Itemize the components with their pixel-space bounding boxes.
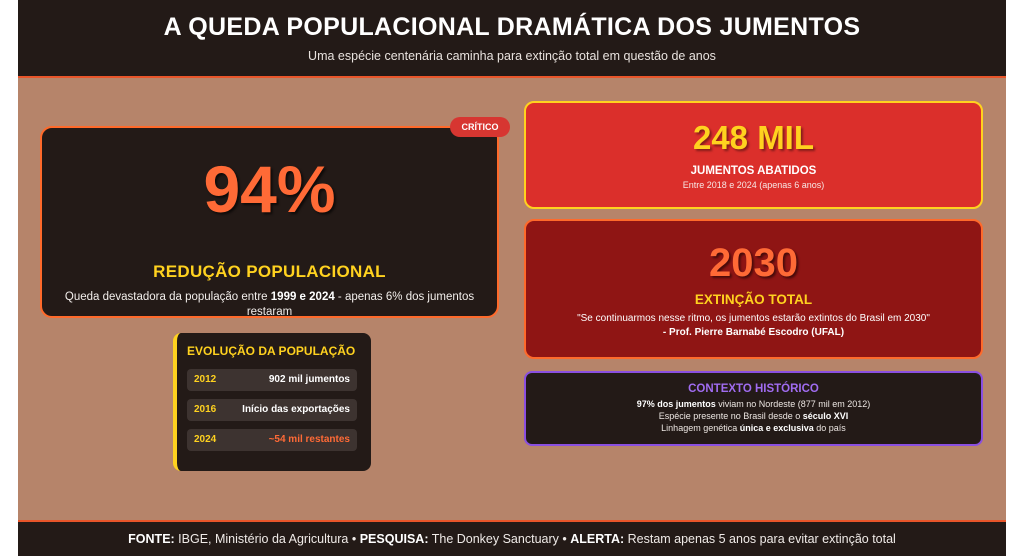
reduction-title: REDUÇÃO POPULACIONAL [153, 262, 386, 281]
evolution-year: 2016 [194, 404, 217, 415]
evolution-year: 2012 [194, 374, 217, 385]
population-evolution-card: EVOLUÇÃO DA POPULAÇÃO 2012 902 mil jumen… [173, 333, 371, 471]
critical-badge: CRÍTICO [450, 117, 510, 137]
footer-alert-label: ALERTA: [570, 532, 625, 546]
context-title: CONTEXTO HISTÓRICO [688, 383, 819, 395]
evolution-year: 2024 [194, 434, 217, 445]
reduction-percent: 94% [203, 152, 336, 226]
context-line: 97% dos jumentos viviam no Nordeste (877… [526, 399, 981, 409]
page-title: A QUEDA POPULACIONAL DRAMÁTICA DOS JUMEN… [163, 13, 861, 41]
footer-alert-text: Restam apenas 5 anos para evitar extinçã… [624, 532, 896, 546]
footer: FONTE: IBGE, Ministério da Agricultura •… [18, 520, 1006, 556]
footer-research-label: PESQUISA: [359, 532, 429, 546]
context-text: viviam no Nordeste (877 mil em 2012) [715, 399, 871, 409]
context-text: do país [813, 423, 846, 433]
slaughter-title: JUMENTOS ABATIDOS [690, 165, 817, 177]
reduction-desc-period: 1999 e 2024 [270, 291, 335, 303]
reduction-desc-text: Queda devastadora da população entre [64, 291, 271, 303]
header: A QUEDA POPULACIONAL DRAMÁTICA DOS JUMEN… [18, 0, 1006, 78]
extinction-year: 2030 [709, 241, 798, 285]
reduction-desc-tail: - apenas 6% dos jumentos restaram [246, 291, 475, 318]
extinction-card: 2030 EXTINÇÃO TOTAL "Se continuarmos nes… [524, 219, 983, 359]
evolution-title: EVOLUÇÃO DA POPULAÇÃO [187, 344, 356, 358]
infographic: A QUEDA POPULACIONAL DRAMÁTICA DOS JUMEN… [18, 0, 1006, 556]
context-highlight: única e exclusiva [739, 423, 814, 433]
reduction-description: Queda devastadora da população entre 199… [65, 290, 475, 320]
context-highlight: século XVI [802, 411, 849, 421]
footer-research-text: The Donkey Sanctuary • [428, 532, 571, 546]
historical-context-card: CONTEXTO HISTÓRICO 97% dos jumentos vivi… [524, 371, 983, 446]
slaughter-card: 248 MIL JUMENTOS ABATIDOS Entre 2018 e 2… [524, 101, 983, 209]
page-subtitle: Uma espécie centenária caminha para exti… [308, 49, 716, 63]
evolution-value: ~54 mil restantes [268, 434, 350, 445]
context-line: Espécie presente no Brasil desde o sécul… [526, 411, 981, 421]
context-line: Linhagem genética única e exclusiva do p… [526, 423, 981, 433]
extinction-title: EXTINÇÃO TOTAL [694, 292, 813, 307]
footer-source-label: FONTE: [128, 532, 175, 546]
context-text: Espécie presente no Brasil desde o [658, 411, 803, 421]
context-text: Linhagem genética [661, 423, 740, 433]
context-highlight: 97% dos jumentos [636, 399, 716, 409]
extinction-quote-author: - Prof. Pierre Barnabé Escodro (UFAL) [662, 327, 845, 338]
evolution-value: 902 mil jumentos [268, 374, 350, 385]
evolution-value: Início das exportações [242, 404, 350, 415]
slaughter-period: Entre 2018 e 2024 (apenas 6 anos) [682, 180, 825, 190]
evolution-row: 2012 902 mil jumentos [187, 369, 357, 391]
population-reduction-card: 94% REDUÇÃO POPULACIONAL Queda devastado… [40, 126, 499, 318]
evolution-row: 2024 ~54 mil restantes [187, 429, 357, 451]
evolution-row: 2016 Início das exportações [187, 399, 357, 421]
slaughter-count: 248 MIL [692, 119, 815, 156]
footer-source-text: IBGE, Ministério da Agricultura • [174, 532, 360, 546]
extinction-quote: "Se continuarmos nesse ritmo, os jumento… [577, 313, 930, 324]
